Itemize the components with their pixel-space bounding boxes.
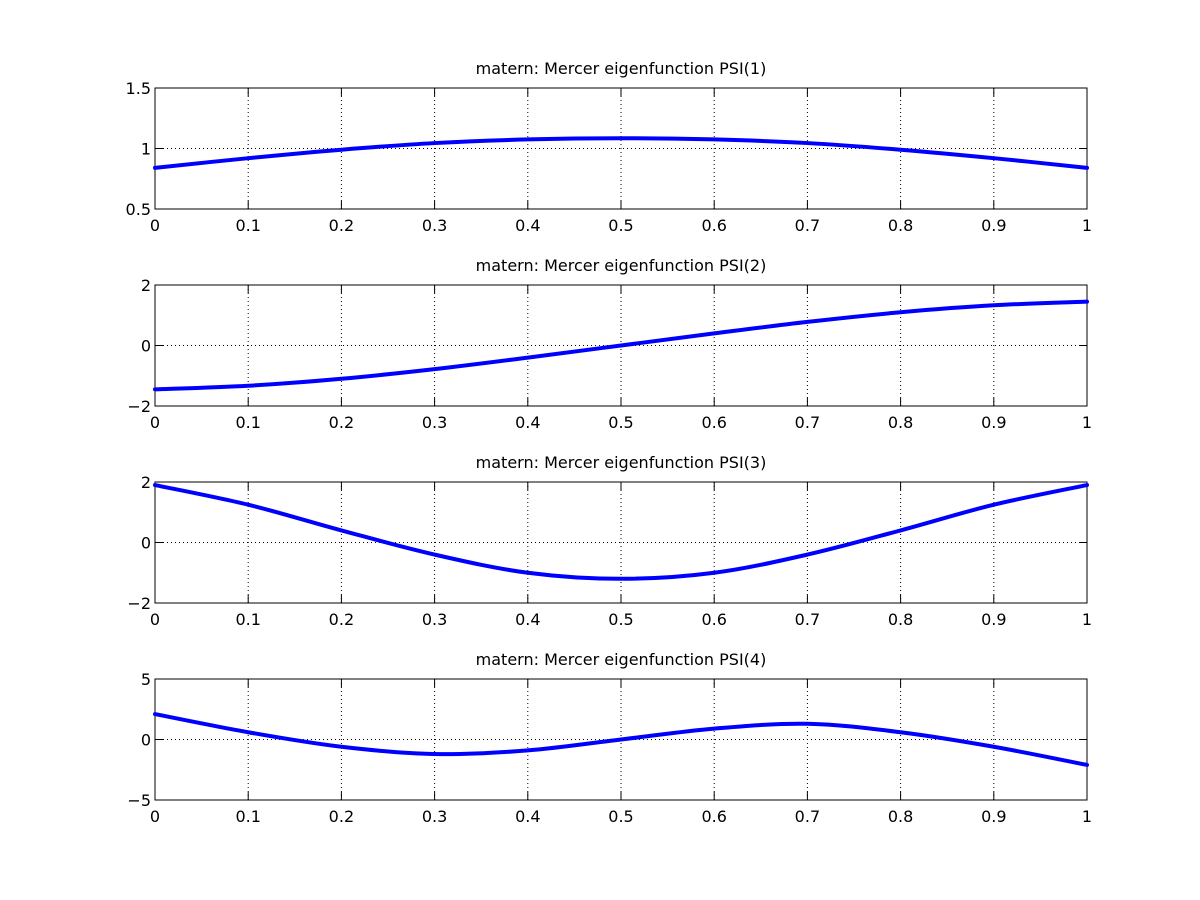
- subplot-title: matern: Mercer eigenfunction PSI(4): [476, 650, 767, 669]
- x-tick-label: 0: [150, 413, 160, 432]
- x-tick-label: 0.2: [329, 610, 354, 629]
- x-tick-label: 0.8: [888, 413, 913, 432]
- y-tick-label: 1.5: [126, 79, 151, 98]
- x-tick-label: 0.9: [981, 413, 1006, 432]
- x-tick-label: 0: [150, 807, 160, 826]
- y-tick-label: 0: [141, 731, 151, 750]
- x-tick-label: 0.4: [515, 807, 540, 826]
- x-tick-label: 1: [1082, 413, 1092, 432]
- y-tick-label: 2: [141, 276, 151, 295]
- y-tick-label: 0.5: [126, 200, 151, 219]
- x-tick-label: 1: [1082, 610, 1092, 629]
- y-tick-label: −2: [127, 397, 151, 416]
- x-tick-label: 0.9: [981, 610, 1006, 629]
- series-line: [153, 483, 1089, 581]
- x-tick-label: 0.5: [608, 413, 633, 432]
- x-tick-label: 0.3: [422, 807, 447, 826]
- x-tick-label: 0.4: [515, 610, 540, 629]
- x-tick-label: 0.1: [235, 413, 260, 432]
- axes-frame: [154, 284, 1088, 407]
- x-tick-label: 0.3: [422, 610, 447, 629]
- x-tick-label: 0.7: [795, 807, 820, 826]
- x-tick-label: 0.8: [888, 610, 913, 629]
- x-tick-label: 0.8: [888, 807, 913, 826]
- x-tick-label: 0.2: [329, 807, 354, 826]
- x-tick-label: 0.1: [235, 807, 260, 826]
- x-tick-label: 0.4: [515, 216, 540, 235]
- y-tick-label: −5: [127, 791, 151, 810]
- x-tick-label: 0.6: [701, 216, 726, 235]
- subplot-2: matern: Mercer eigenfunction PSI(2) 0 0.1 0…: [127, 256, 1092, 432]
- x-tick-label: 0.6: [701, 610, 726, 629]
- x-tick-label: 1: [1082, 216, 1092, 235]
- x-tick-label: 0.2: [329, 216, 354, 235]
- axes-frame: [154, 481, 1088, 604]
- axes-frame: [154, 678, 1088, 801]
- x-tick-label: 0: [150, 610, 160, 629]
- y-tick-label: 2: [141, 473, 151, 492]
- subplot-title: matern: Mercer eigenfunction PSI(3): [476, 453, 767, 472]
- x-tick-label: 0.1: [235, 216, 260, 235]
- x-tick-label: 0.8: [888, 216, 913, 235]
- x-tick-label: 1: [1082, 807, 1092, 826]
- subplot-1: matern: Mercer eigenfunction PSI(1) 0 0.1 0…: [126, 59, 1093, 235]
- subplot-3: matern: Mercer eigenfunction PSI(3) 0 0.1 0…: [127, 453, 1092, 629]
- x-tick-label: 0.7: [795, 413, 820, 432]
- x-tick-label: 0.6: [701, 807, 726, 826]
- y-tick-label: 1: [141, 140, 151, 159]
- x-tick-label: 0.7: [795, 610, 820, 629]
- x-tick-label: 0.9: [981, 807, 1006, 826]
- subplot-title: matern: Mercer eigenfunction PSI(2): [476, 256, 767, 275]
- x-tick-label: 0.2: [329, 413, 354, 432]
- series-line: [153, 712, 1089, 767]
- y-tick-label: −2: [127, 594, 151, 613]
- x-tick-label: 0.5: [608, 610, 633, 629]
- x-tick-label: 0.9: [981, 216, 1006, 235]
- x-tick-label: 0.1: [235, 610, 260, 629]
- subplot-4: matern: Mercer eigenfunction PSI(4) 0 0.1 0…: [127, 650, 1092, 826]
- x-tick-label: 0: [150, 216, 160, 235]
- subplot-title: matern: Mercer eigenfunction PSI(1): [476, 59, 767, 78]
- x-tick-label: 0.3: [422, 216, 447, 235]
- x-tick-label: 0.5: [608, 216, 633, 235]
- x-tick-label: 0.6: [701, 413, 726, 432]
- series-line: [153, 299, 1089, 392]
- y-tick-label: 5: [141, 670, 151, 689]
- axes-frame: [154, 87, 1088, 210]
- x-tick-label: 0.3: [422, 413, 447, 432]
- series-line: [153, 136, 1089, 170]
- x-tick-label: 0.5: [608, 807, 633, 826]
- x-tick-label: 0.7: [795, 216, 820, 235]
- y-tick-label: 0: [141, 534, 151, 553]
- x-tick-label: 0.4: [515, 413, 540, 432]
- y-tick-label: 0: [141, 337, 151, 356]
